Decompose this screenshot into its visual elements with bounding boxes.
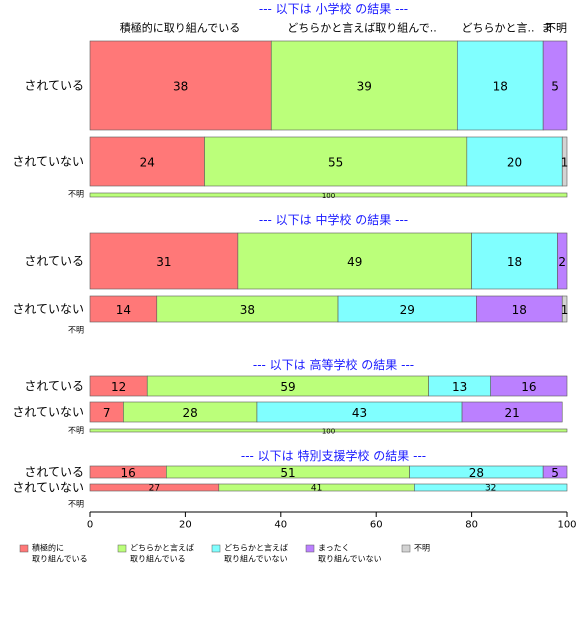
data-label: 24 [140, 156, 155, 170]
data-label: 28 [183, 406, 198, 420]
data-label: 32 [485, 484, 496, 494]
data-label: 21 [505, 406, 520, 420]
legend-swatch [19, 544, 29, 553]
data-label: 39 [357, 80, 372, 94]
category-label: されていない [12, 481, 84, 495]
bar-segment [466, 136, 563, 187]
data-label: 16 [521, 380, 536, 394]
category-label: されていない [12, 405, 84, 419]
bar-segment [204, 136, 468, 187]
legend-label: 取り組んでいる [32, 554, 88, 564]
data-label: 1 [561, 303, 569, 317]
category-label: されていない [12, 302, 84, 316]
data-label: 7 [103, 406, 111, 420]
category-label: されている [24, 379, 84, 393]
legend-swatch [117, 544, 127, 553]
category-label: されている [24, 79, 84, 93]
category-label: されている [24, 465, 84, 479]
legend-label: 積極的に [32, 543, 64, 553]
legend-label: 取り組んでいない [318, 554, 382, 564]
x-tick-label: 40 [274, 520, 287, 531]
legend-label: どちらかと言えば [224, 543, 288, 553]
legend-label: 不明 [414, 544, 430, 553]
section-title: --- 以下は 小学校 の結果 --- [259, 1, 408, 16]
data-label: 18 [512, 303, 527, 317]
category-label: 不明 [68, 426, 84, 435]
x-tick-label: 20 [179, 520, 192, 531]
column-header: ま [542, 22, 553, 35]
x-tick-label: 80 [465, 520, 478, 531]
column-header: どちらかと言えば取り組んで.. [287, 22, 436, 35]
column-header: 積極的に取り組んでいる [120, 21, 240, 35]
bar-segment [270, 40, 458, 131]
bar-segment [89, 232, 239, 290]
legend-label: どちらかと言えば [130, 543, 194, 553]
data-label: 5 [551, 466, 559, 480]
column-header: どちらかと言.. [462, 22, 535, 35]
data-label: 100 [322, 192, 335, 200]
data-label: 31 [156, 255, 171, 269]
category-label: されている [24, 254, 84, 268]
data-label: 5 [551, 80, 559, 94]
bar-segment [89, 295, 158, 323]
x-tick-label: 60 [370, 520, 383, 531]
data-label: 51 [280, 466, 295, 480]
data-label: 38 [240, 303, 255, 317]
bar-segment [414, 483, 568, 492]
bar-segment [337, 295, 477, 323]
bar-segment [156, 295, 339, 323]
category-label: 不明 [68, 500, 84, 509]
bar-segment [542, 40, 568, 131]
bar-segment [89, 136, 205, 187]
legend-label: まったく [318, 544, 350, 553]
section-title: --- 以下は 高等学校 の結果 --- [253, 357, 414, 372]
column-header: 不明 [545, 22, 567, 35]
bar-segment [461, 401, 563, 423]
data-label: 16 [121, 466, 136, 480]
category-label: 不明 [68, 326, 84, 335]
bar-segment [542, 465, 568, 479]
legend-label: 取り組んでいる [130, 554, 186, 564]
x-tick-label: 100 [557, 520, 576, 531]
data-label: 20 [507, 156, 522, 170]
bar-segment [89, 428, 568, 433]
legend-label: 取り組んでいない [224, 554, 288, 564]
data-label: 43 [352, 406, 367, 420]
bar-segment [89, 40, 272, 131]
data-label: 14 [116, 303, 131, 317]
bar-segment [237, 232, 472, 290]
data-label: 29 [400, 303, 415, 317]
bar-segment [89, 192, 568, 198]
data-label: 59 [280, 380, 295, 394]
data-label: 41 [311, 484, 322, 494]
legend-swatch [211, 544, 221, 553]
data-label: 13 [452, 380, 467, 394]
data-label: 18 [493, 80, 508, 94]
data-label: 18 [507, 255, 522, 269]
bar-segment [557, 232, 568, 290]
category-label: 不明 [68, 190, 84, 199]
data-label: 100 [322, 428, 335, 436]
data-label: 49 [347, 255, 362, 269]
section-title: --- 以下は 特別支援学校 の結果 --- [241, 448, 426, 463]
data-label: 27 [149, 484, 160, 494]
bar-segment [561, 295, 568, 323]
bar-segment [561, 136, 568, 187]
x-tick-label: 0 [87, 520, 93, 531]
category-label: されていない [12, 155, 84, 169]
section-title: --- 以下は 中学校 の結果 --- [259, 212, 408, 227]
bar-segment [490, 375, 568, 397]
legend-swatch [305, 544, 315, 553]
data-label: 2 [558, 255, 566, 269]
legend-swatch [401, 544, 411, 553]
data-label: 12 [111, 380, 126, 394]
data-label: 55 [328, 156, 343, 170]
data-label: 1 [561, 156, 569, 170]
data-label: 38 [173, 80, 188, 94]
bar-segment [476, 295, 563, 323]
data-label: 28 [469, 466, 484, 480]
